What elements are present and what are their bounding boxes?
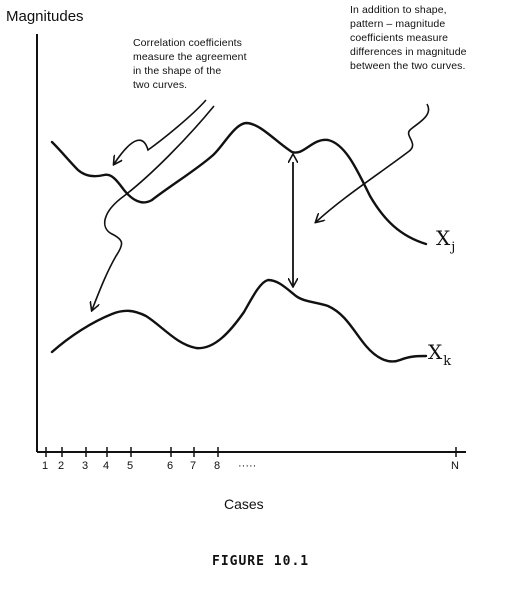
x-tick-label: 4 xyxy=(103,460,110,472)
curve-label-xj-subscript: j xyxy=(451,240,456,255)
curve-label-xk: Xk xyxy=(428,340,451,369)
curve-xk xyxy=(50,278,428,363)
correlation-note: Correlation coefficients measure the agr… xyxy=(133,36,283,92)
x-tick-label: N xyxy=(451,460,459,472)
correlation-arrow-to-xj xyxy=(114,99,207,164)
pattern-magnitude-note-line: between the two curves. xyxy=(350,60,466,72)
x-tick-label: 6 xyxy=(167,460,174,472)
x-axis-label: Cases xyxy=(224,496,264,512)
pattern-magnitude-note-line: coefficients measure xyxy=(350,32,449,44)
x-tick-marks xyxy=(45,447,457,457)
correlation-note-line: measure the agreement xyxy=(133,51,247,63)
curve-label-xj-letter: X xyxy=(436,226,451,250)
x-tick-label: 2 xyxy=(58,460,65,472)
pattern-magnitude-note: In addition to shape, pattern – magnitud… xyxy=(350,3,506,73)
correlation-arrow-to-xk xyxy=(92,105,215,310)
x-tick-ellipsis: ····· xyxy=(238,460,257,472)
correlation-note-line: Correlation coefficients xyxy=(133,37,243,49)
pattern-magnitude-note-line: differences in magnitude xyxy=(350,46,467,58)
y-axis-label: Magnitudes xyxy=(6,8,84,25)
curve-xj xyxy=(50,121,428,246)
curve-label-xj: Xj xyxy=(436,226,455,255)
x-tick-label: 8 xyxy=(214,460,221,472)
pattern-magnitude-note-line: In addition to shape, xyxy=(350,4,447,16)
curve-label-xk-subscript: k xyxy=(443,354,452,369)
x-tick-label: 3 xyxy=(82,460,89,472)
pattern-magnitude-arrow xyxy=(316,103,430,222)
figure-caption: FIGURE 10.1 xyxy=(212,554,310,569)
x-tick-label: 5 xyxy=(127,460,134,472)
correlation-note-line: two curves. xyxy=(133,79,188,91)
curve-label-xk-letter: X xyxy=(428,340,443,364)
pattern-magnitude-note-line: pattern – magnitude xyxy=(350,18,446,30)
correlation-note-line: in the shape of the xyxy=(133,65,222,77)
x-tick-label: 7 xyxy=(190,460,197,472)
x-tick-label: 1 xyxy=(42,460,49,472)
